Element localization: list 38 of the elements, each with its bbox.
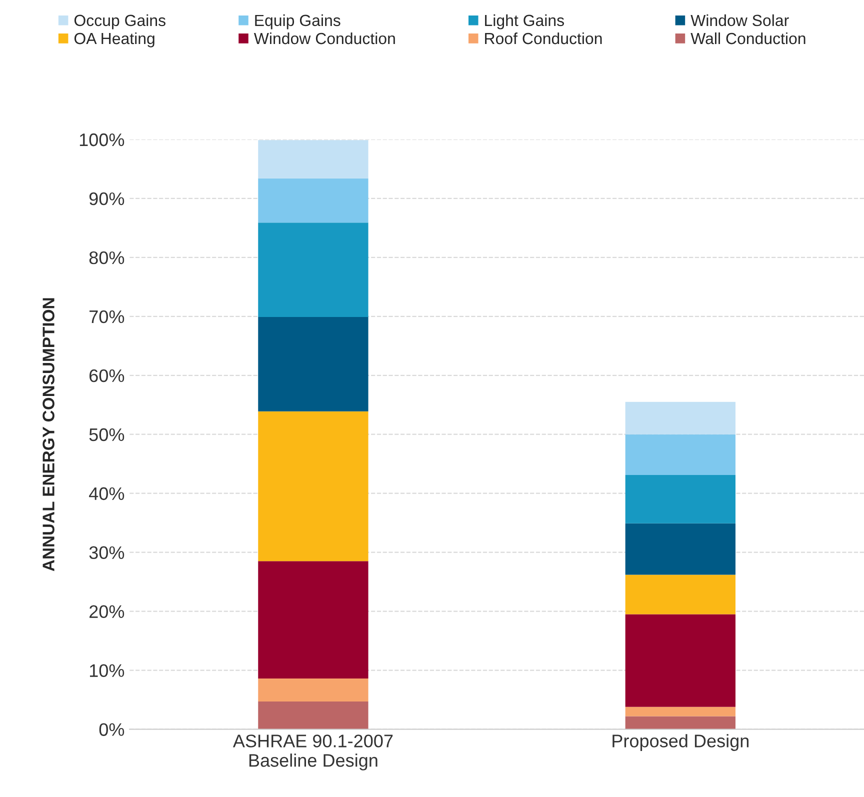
bar [258,702,368,730]
bar [625,402,736,434]
bar [258,678,368,702]
bar [258,178,368,223]
legend-label: Window Conduction [254,32,395,44]
legend-label: Roof Conduction [485,32,602,44]
legend-label: Equip Gains [255,14,340,30]
legend-label: Window Solar [690,14,789,26]
x-tick-label: ASHRAE 90.1-2007 Baseline Design [232,734,393,770]
y-tick-label: 20% [90,605,124,618]
x-tick-label: Proposed Design [612,734,748,751]
bar [258,561,368,679]
legend-label: Wall Conduction [690,32,806,44]
y-tick-label: 80% [89,251,124,264]
bar [625,523,736,575]
bar [625,706,736,716]
y-tick-label: 70% [90,310,124,324]
bar [625,716,736,730]
bar [625,475,736,524]
bar [625,574,736,614]
y-tick-label: 90% [89,192,124,206]
y-tick-label: 10% [90,664,124,677]
bar [625,614,736,707]
legend-label: Light Gains [485,14,564,30]
bar [258,317,368,412]
y-tick-label: 60% [90,369,124,382]
y-axis-title: ANNUAL ENERGY CONSUMPTION [42,298,54,572]
legend-label: OA Heating [74,32,154,48]
y-tick-label: 30% [89,546,124,560]
y-tick-label: 50% [89,428,124,442]
bar [258,411,368,562]
bar [625,434,736,476]
y-tick-label: 40% [89,487,124,500]
bar [258,222,368,317]
bar [258,140,368,178]
y-tick-label: 100% [80,133,124,146]
legend-label: Occup Gains [74,14,166,30]
y-tick-label: 0% [99,723,124,736]
